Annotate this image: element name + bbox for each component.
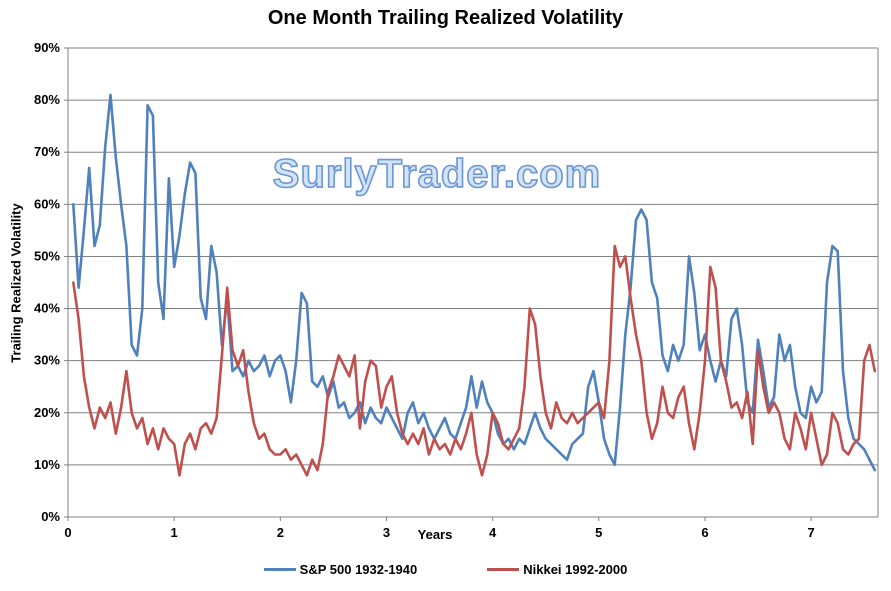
x-tick-label: 1 <box>171 525 178 540</box>
y-tick-label: 90% <box>34 40 60 55</box>
y-tick-label: 40% <box>34 301 60 316</box>
y-tick-label: 0% <box>41 509 60 524</box>
x-tick-label: 3 <box>383 525 390 540</box>
x-tick-label: 7 <box>808 525 815 540</box>
y-tick-label: 20% <box>34 405 60 420</box>
series-line-1 <box>72 244 877 477</box>
y-tick-label: 80% <box>34 92 60 107</box>
sp500-line-swatch-icon <box>263 568 296 571</box>
x-tick-label: 5 <box>595 525 602 540</box>
nikkei-line-swatch-icon <box>487 568 520 571</box>
x-tick-label: 4 <box>489 525 497 540</box>
watermark-text: SurlyTrader.com <box>272 151 602 197</box>
series-line-0 <box>72 93 877 472</box>
legend-label-nikkei: Nikkei 1992-2000 <box>523 562 628 577</box>
chart-title: One Month Trailing Realized Volatility <box>267 7 624 29</box>
y-tick-label: 10% <box>34 457 60 472</box>
legend-label-sp500: S&P 500 1932-1940 <box>299 562 418 577</box>
x-tick-label: 2 <box>277 525 284 540</box>
y-tick-label: 60% <box>34 196 60 211</box>
y-tick-label: 30% <box>34 353 60 368</box>
legend-entry-nikkei: Nikkei 1992-2000 <box>487 562 627 577</box>
x-tick-label: 6 <box>701 525 708 540</box>
legend: S&P 500 1932-1940 Nikkei 1992-2000 <box>0 562 891 577</box>
x-axis-title: Years <box>417 527 453 542</box>
y-tick-label: 70% <box>34 144 60 159</box>
x-tick-label: 0 <box>64 525 71 540</box>
legend-entry-sp500: S&P 500 1932-1940 <box>263 562 418 577</box>
y-tick-label: 50% <box>34 248 60 263</box>
